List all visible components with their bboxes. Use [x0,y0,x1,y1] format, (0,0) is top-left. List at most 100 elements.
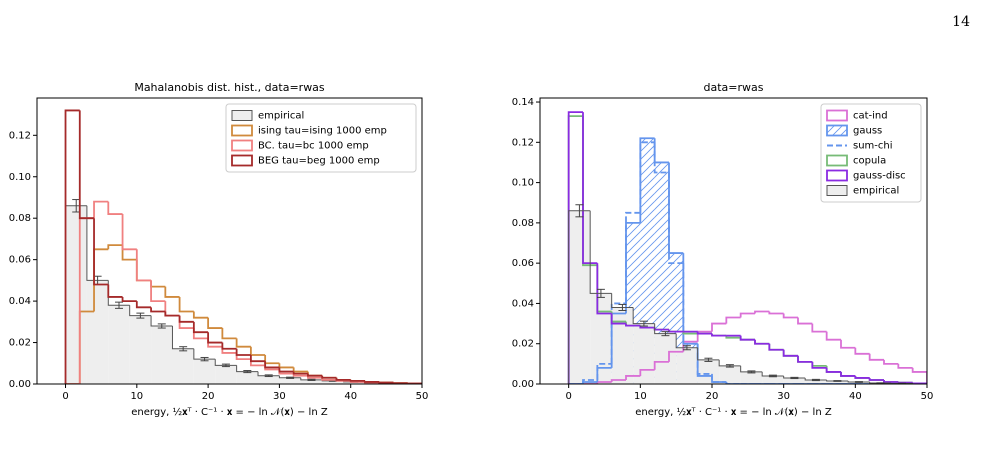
bin-step [711,373,727,383]
bin-step [625,375,641,380]
bin-fill [654,333,677,384]
x-axis-label: energy, ½𝐱ᵀ · C⁻¹ · 𝐱 = − ln 𝒩(𝐱) − ln Z [635,406,832,418]
bin-fill [258,375,280,384]
axes-frame [539,97,928,385]
bin-step [171,325,194,350]
bin-step [854,375,870,379]
bin-step [150,315,173,327]
page-number: 14 [952,14,970,30]
bin-step [107,201,123,215]
bin-step [207,317,223,329]
bin-step [754,310,770,314]
bin-step [718,359,741,367]
error-bar [264,374,273,378]
legend-frame [225,103,417,173]
chart-title: Mahalanobis dist. hist., data=rwas [134,81,325,94]
bin-fill [633,323,655,384]
y-tick-label: 0.04 [512,298,534,309]
bin-step [725,381,741,384]
bin-fill [343,381,365,384]
bin-step [249,354,266,363]
bin-step [854,347,870,355]
bin-step [840,339,856,349]
bin-fill [611,307,634,384]
bin-step [178,296,194,313]
bin-step [682,263,698,345]
y-tick-label: 0.12 [9,130,31,141]
bin-step [797,317,813,325]
bin-step [804,377,827,381]
bin-step [883,379,899,383]
error-bar [221,363,230,368]
bin-step [897,381,913,384]
y-tick-label: 0.02 [512,339,534,350]
bin-step [610,379,626,382]
legend-label: copula [853,156,886,167]
bin-step [740,365,763,373]
bin-fill [108,305,130,384]
bin-step [349,379,365,382]
bin-step [589,210,612,294]
bin-step [668,350,684,362]
y-tick-label: 0.14 [512,97,534,108]
bin-step [883,359,899,365]
bin-fill [86,280,109,384]
error-bar [704,357,713,362]
bin-step [825,331,841,341]
bin-step [596,362,612,380]
y-tick-label: 0.08 [9,213,31,224]
legend-handle [826,185,848,196]
bin-step [632,307,655,325]
bin-fill [676,347,698,384]
x-axis-label: energy, ½𝐱ᵀ · C⁻¹ · 𝐱 = − ln 𝒩(𝐱) − ln Z [131,406,328,418]
bin-step [582,379,598,384]
bin-step [264,361,280,369]
x-tick-label: 30 [777,391,790,402]
y-tick-label: 0.00 [9,379,31,390]
bin-fill [215,365,237,384]
bin-step [653,360,669,370]
bin-step [278,367,294,373]
y-tick-label: 0.10 [9,172,31,183]
bin-step [207,332,223,344]
bin-step [150,280,166,303]
x-tick-label: 10 [634,391,647,402]
bin-fill [848,381,870,384]
bin-step [164,286,180,298]
bin-step [135,301,152,309]
bin-step [86,205,109,281]
y-tick-label: 0.12 [512,137,534,148]
error-bar [833,380,842,382]
bin-step [178,315,194,323]
bin-step [739,312,755,318]
error-bar [682,345,691,351]
bin-step [754,339,770,345]
bin-step [300,377,323,381]
bin-fill [805,379,827,384]
bin-step [739,335,755,341]
bin-step [568,210,591,384]
bin-step [278,375,301,379]
bin-step [653,142,669,174]
bin-step [625,211,641,304]
y-tick-label: 0.02 [9,338,31,349]
error-bar [179,346,188,352]
bin-step [639,141,655,213]
bin-fill [762,375,784,384]
bin-step [697,347,720,361]
bin-step [78,110,95,220]
bin-step [840,371,856,377]
bin-step [235,338,251,348]
x-tick-label: 0 [565,391,571,402]
bin-step [164,311,180,317]
error-bar [747,370,756,374]
bin-fill [236,371,259,384]
bin-fill [129,315,152,384]
x-tick-label: 20 [706,391,719,402]
legend-handle [826,169,848,182]
legend-label: sum-chi [853,141,893,152]
legend-handle [826,109,848,122]
error-bar [811,378,820,382]
